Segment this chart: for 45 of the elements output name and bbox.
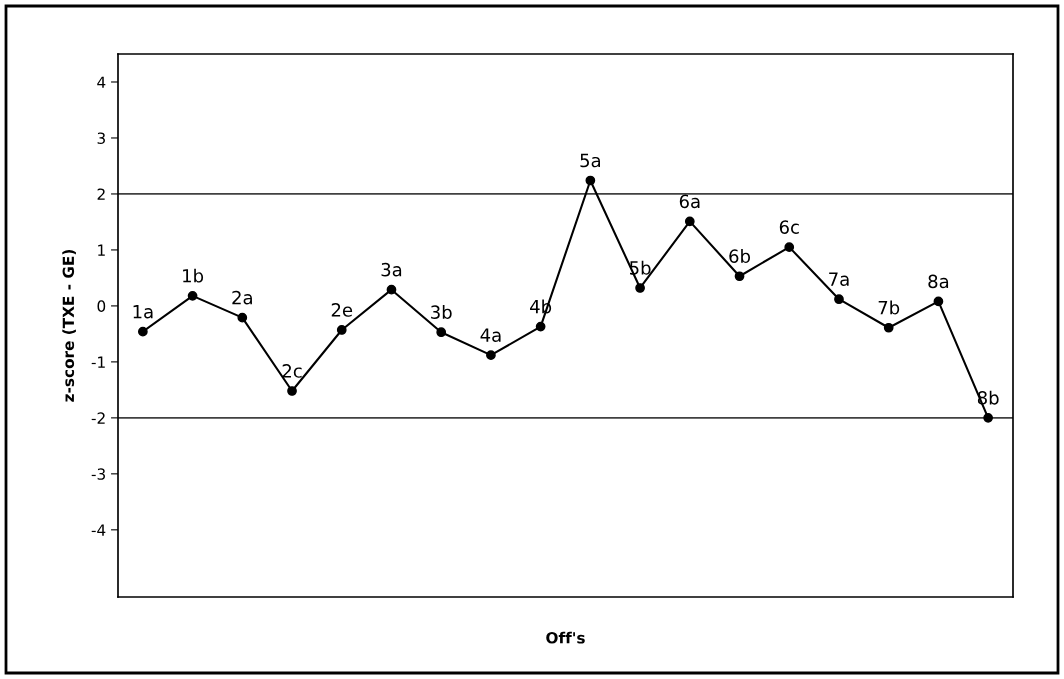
y-tick-label: -1 — [91, 356, 105, 368]
point — [933, 296, 944, 307]
point — [436, 327, 447, 338]
point — [684, 216, 695, 227]
x-tick-label: 7b — [878, 300, 900, 315]
point — [287, 386, 297, 396]
x-tick-label: 2e — [331, 303, 353, 317]
x-tick-label: 4a — [480, 328, 501, 342]
x-tick-label: 6c — [779, 220, 799, 234]
x-axis-title: Off's — [546, 631, 585, 644]
y-tick-label: 0 — [97, 300, 106, 312]
point — [187, 290, 198, 301]
point — [137, 326, 148, 337]
x-tick-label: 6b — [729, 249, 751, 264]
point — [486, 350, 496, 361]
y-tick-label: 2 — [97, 188, 105, 200]
x-tick-label: 3b — [431, 305, 452, 319]
x-tick-label: 2c — [282, 364, 302, 378]
point — [386, 284, 397, 295]
x-tick-label: 1b — [183, 268, 204, 283]
y-tick-label: -3 — [91, 468, 105, 480]
point — [834, 294, 844, 305]
point — [883, 322, 894, 333]
y-tick-label: -4 — [91, 524, 106, 536]
x-tick-label: 1a — [133, 305, 153, 319]
x-tick-label: 5a — [580, 153, 600, 168]
y-axis-title: z-score (TXE - GE) — [62, 249, 76, 402]
point — [237, 312, 248, 323]
x-tick-label: 8a — [928, 274, 949, 289]
x-tick-label: 7a — [829, 272, 849, 286]
point — [635, 283, 645, 293]
point — [585, 175, 596, 186]
point — [983, 413, 994, 423]
y-tick-label: 4 — [97, 76, 106, 88]
point — [734, 271, 745, 282]
y-tick-label: -2 — [91, 412, 105, 424]
point — [336, 325, 347, 335]
x-tick-label: 3a — [381, 262, 402, 277]
y-tick-label: 1 — [98, 244, 105, 256]
y-tick-label: 3 — [97, 132, 105, 144]
x-tick-label: 5b — [630, 260, 651, 275]
point — [784, 242, 795, 252]
x-tick-label: 6a — [679, 194, 700, 209]
point — [535, 321, 546, 332]
x-tick-label: 2a — [232, 290, 252, 305]
